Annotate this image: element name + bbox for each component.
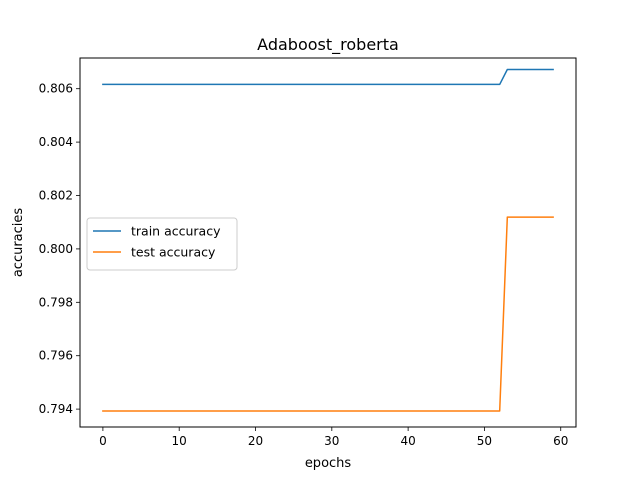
series-line-train-accuracy: [102, 68, 554, 86]
axis-ticks: 0 10 20 30 40 50 60 0.794 0.796 0.798 0.800 0.802 0.…: [39, 82, 569, 448]
series-line-test-accuracy: [102, 216, 554, 412]
legend-label: train accuracy: [131, 224, 221, 239]
y-tick-label: 0.798: [39, 295, 73, 309]
chart-title: Adaboost_roberta: [257, 35, 399, 55]
x-tick-label: 10: [172, 434, 187, 448]
legend: train accuracy test accuracy: [86, 217, 238, 271]
y-tick-label: 0.794: [39, 402, 73, 416]
legend-box: [86, 217, 238, 271]
plot-area-frame: [79, 57, 577, 428]
x-tick-label: 60: [553, 434, 568, 448]
x-tick-label: 0: [99, 434, 107, 448]
series-lines: [102, 68, 554, 412]
x-tick-label: 40: [400, 434, 415, 448]
y-tick-label: 0.804: [39, 135, 73, 149]
x-tick-label: 30: [324, 434, 339, 448]
x-tick-label: 50: [477, 434, 492, 448]
x-tick-label: 20: [248, 434, 263, 448]
y-tick-label: 0.796: [39, 349, 73, 363]
y-tick-label: 0.802: [39, 189, 73, 203]
legend-label: test accuracy: [131, 245, 216, 260]
x-axis-label: epochs: [305, 456, 352, 471]
y-axis-label: accuracies: [11, 208, 26, 278]
y-tick-label: 0.806: [39, 82, 73, 96]
y-tick-label: 0.800: [39, 242, 73, 256]
